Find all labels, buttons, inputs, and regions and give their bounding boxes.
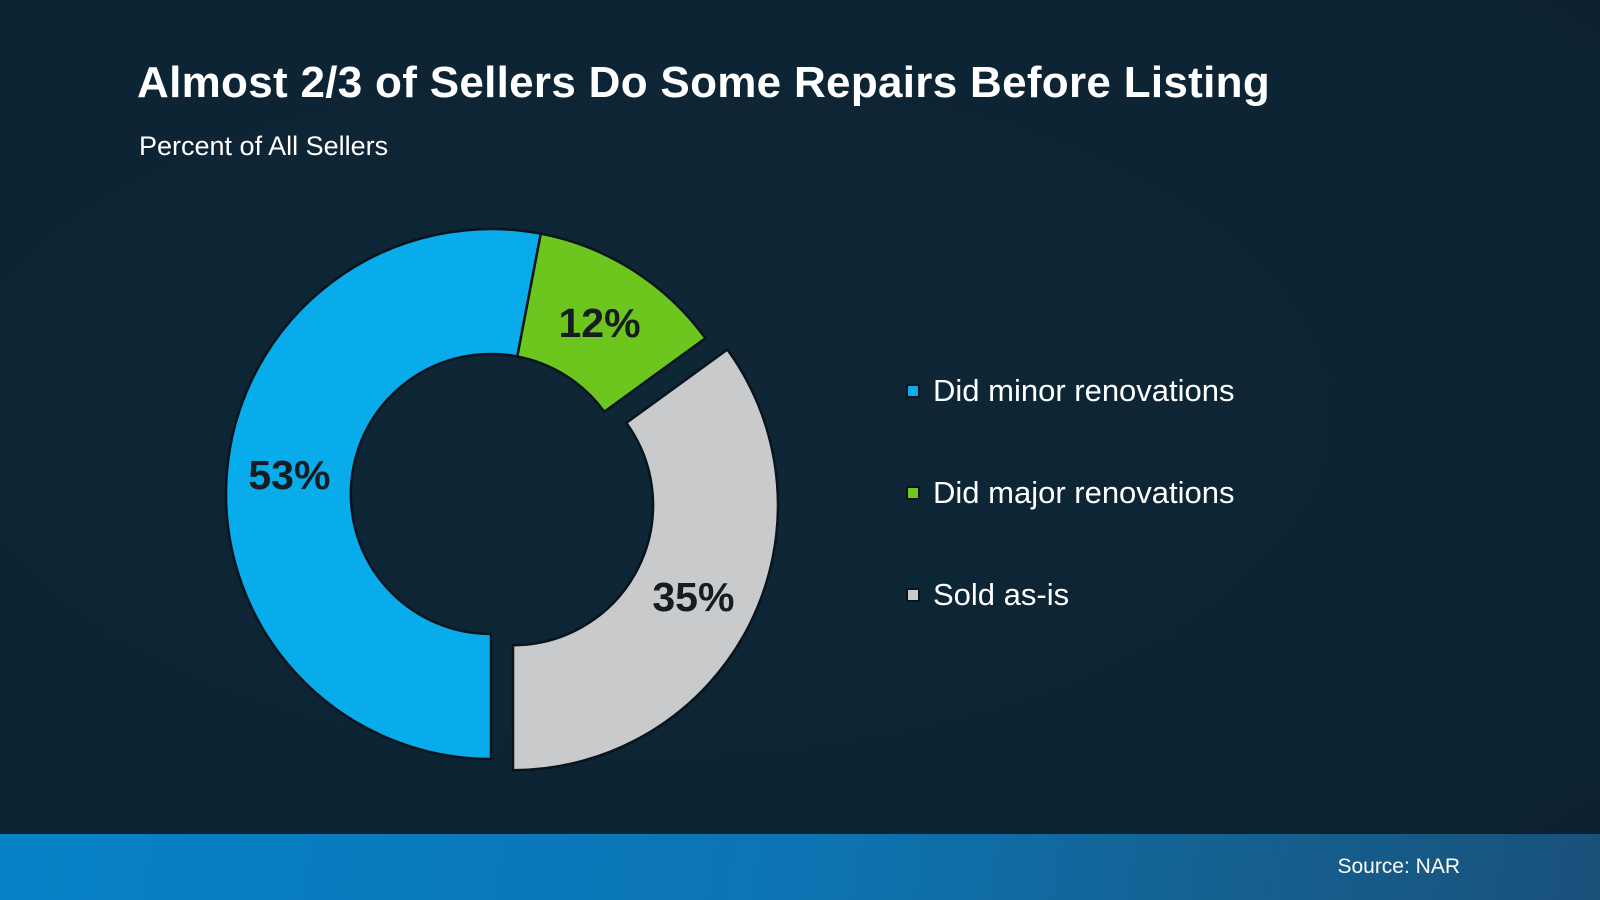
legend-label-did-major-renovations: Did major renovations — [933, 475, 1235, 511]
donut-slice-sold-as-is — [511, 347, 780, 772]
slice-data-label-did-major-renovations: 12% — [558, 300, 640, 346]
legend-label-did-minor-renovations: Did minor renovations — [933, 373, 1235, 408]
chart-legend: Did minor renovations Did major renovatio… — [906, 373, 1235, 680]
source-label: Source: NAR — [1337, 855, 1460, 878]
chart-title: Almost 2/3 of Sellers Do Some Repairs Be… — [137, 58, 1271, 107]
legend-swatch-sold-as-is — [906, 588, 920, 603]
legend-item-sold-as-is: Sold as-is — [906, 578, 1235, 612]
legend-item-did-minor-renovations: Did minor renovations — [906, 373, 1235, 408]
chart-subtitle: Percent of All Sellers — [139, 131, 389, 161]
donut-slice-did-major-renovations — [515, 232, 708, 414]
legend-swatch-did-major-renovations — [906, 486, 920, 501]
slice-data-label-sold-as-is: 35% — [652, 574, 734, 620]
legend-swatch-did-minor-renovations — [906, 384, 920, 399]
slice-data-label-did-minor-renovations: 53% — [248, 452, 330, 498]
legend-label-sold-as-is: Sold as-is — [933, 577, 1070, 613]
donut-slice-did-minor-renovations — [224, 227, 543, 761]
legend-item-did-major-renovations: Did major renovations — [906, 475, 1235, 511]
footer-bar: Source: NAR — [0, 834, 1600, 900]
